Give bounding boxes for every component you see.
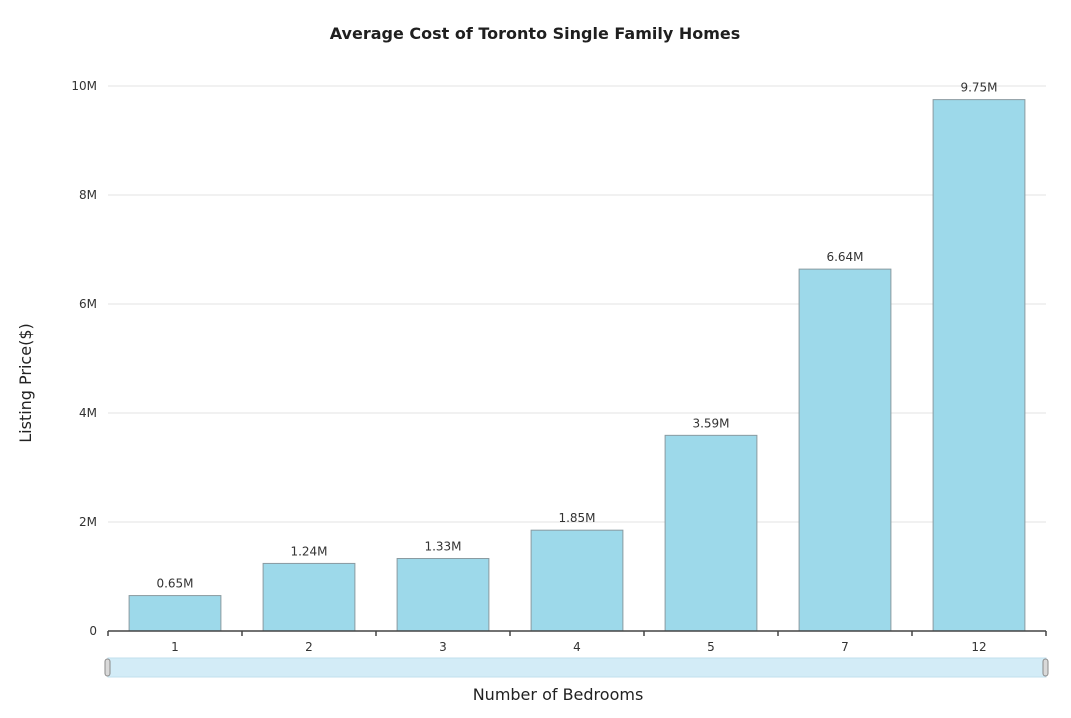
y-tick-label: 4M xyxy=(79,406,97,420)
data-label: 1.85M xyxy=(558,511,595,525)
x-tick-label: 2 xyxy=(305,640,313,654)
data-label: 6.64M xyxy=(826,250,863,264)
x-axis-title: Number of Bedrooms xyxy=(473,685,644,704)
scrollbar-right-handle[interactable] xyxy=(1042,658,1049,677)
chart-scrollbar[interactable] xyxy=(104,657,1049,678)
bar-4-bedrooms[interactable] xyxy=(530,529,624,632)
y-tick-label: 8M xyxy=(79,188,97,202)
y-axis-tick-labels: 0 2M 4M 6M 8M 10M xyxy=(71,79,97,638)
y-tick-label: 6M xyxy=(79,297,97,311)
bar-7-bedrooms[interactable] xyxy=(798,268,892,632)
data-labels: 0.65M 1.24M 1.33M 1.85M 3.59M 6.64M 9.75M xyxy=(156,81,997,591)
scrollbar-track[interactable] xyxy=(107,657,1047,678)
scrollbar-left-handle[interactable] xyxy=(104,658,111,677)
gridlines xyxy=(108,85,1046,523)
data-label: 1.24M xyxy=(290,544,327,558)
chart-title: Average Cost of Toronto Single Family Ho… xyxy=(330,24,741,43)
x-tick-label: 1 xyxy=(171,640,179,654)
y-tick-label: 10M xyxy=(71,79,97,93)
y-tick-label: 0 xyxy=(89,624,97,638)
x-tick-label: 7 xyxy=(841,640,849,654)
bar-3-bedrooms[interactable] xyxy=(396,558,490,632)
bar-1-bedrooms[interactable] xyxy=(128,595,222,632)
x-tick-label: 5 xyxy=(707,640,715,654)
x-tick-label: 3 xyxy=(439,640,447,654)
data-label: 0.65M xyxy=(156,577,193,591)
bars xyxy=(128,99,1026,632)
data-label: 3.59M xyxy=(692,416,729,430)
y-tick-label: 2M xyxy=(79,515,97,529)
x-axis-ticks: 1 2 3 4 5 7 12 xyxy=(107,631,1047,654)
x-tick-label: 12 xyxy=(971,640,986,654)
bar-5-bedrooms[interactable] xyxy=(664,434,758,632)
data-label: 9.75M xyxy=(960,81,997,95)
x-tick-label: 4 xyxy=(573,640,581,654)
bar-12-bedrooms[interactable] xyxy=(932,99,1026,632)
data-label: 1.33M xyxy=(424,540,461,554)
bar-2-bedrooms[interactable] xyxy=(262,562,356,632)
y-axis-title: Listing Price($) xyxy=(16,323,35,443)
